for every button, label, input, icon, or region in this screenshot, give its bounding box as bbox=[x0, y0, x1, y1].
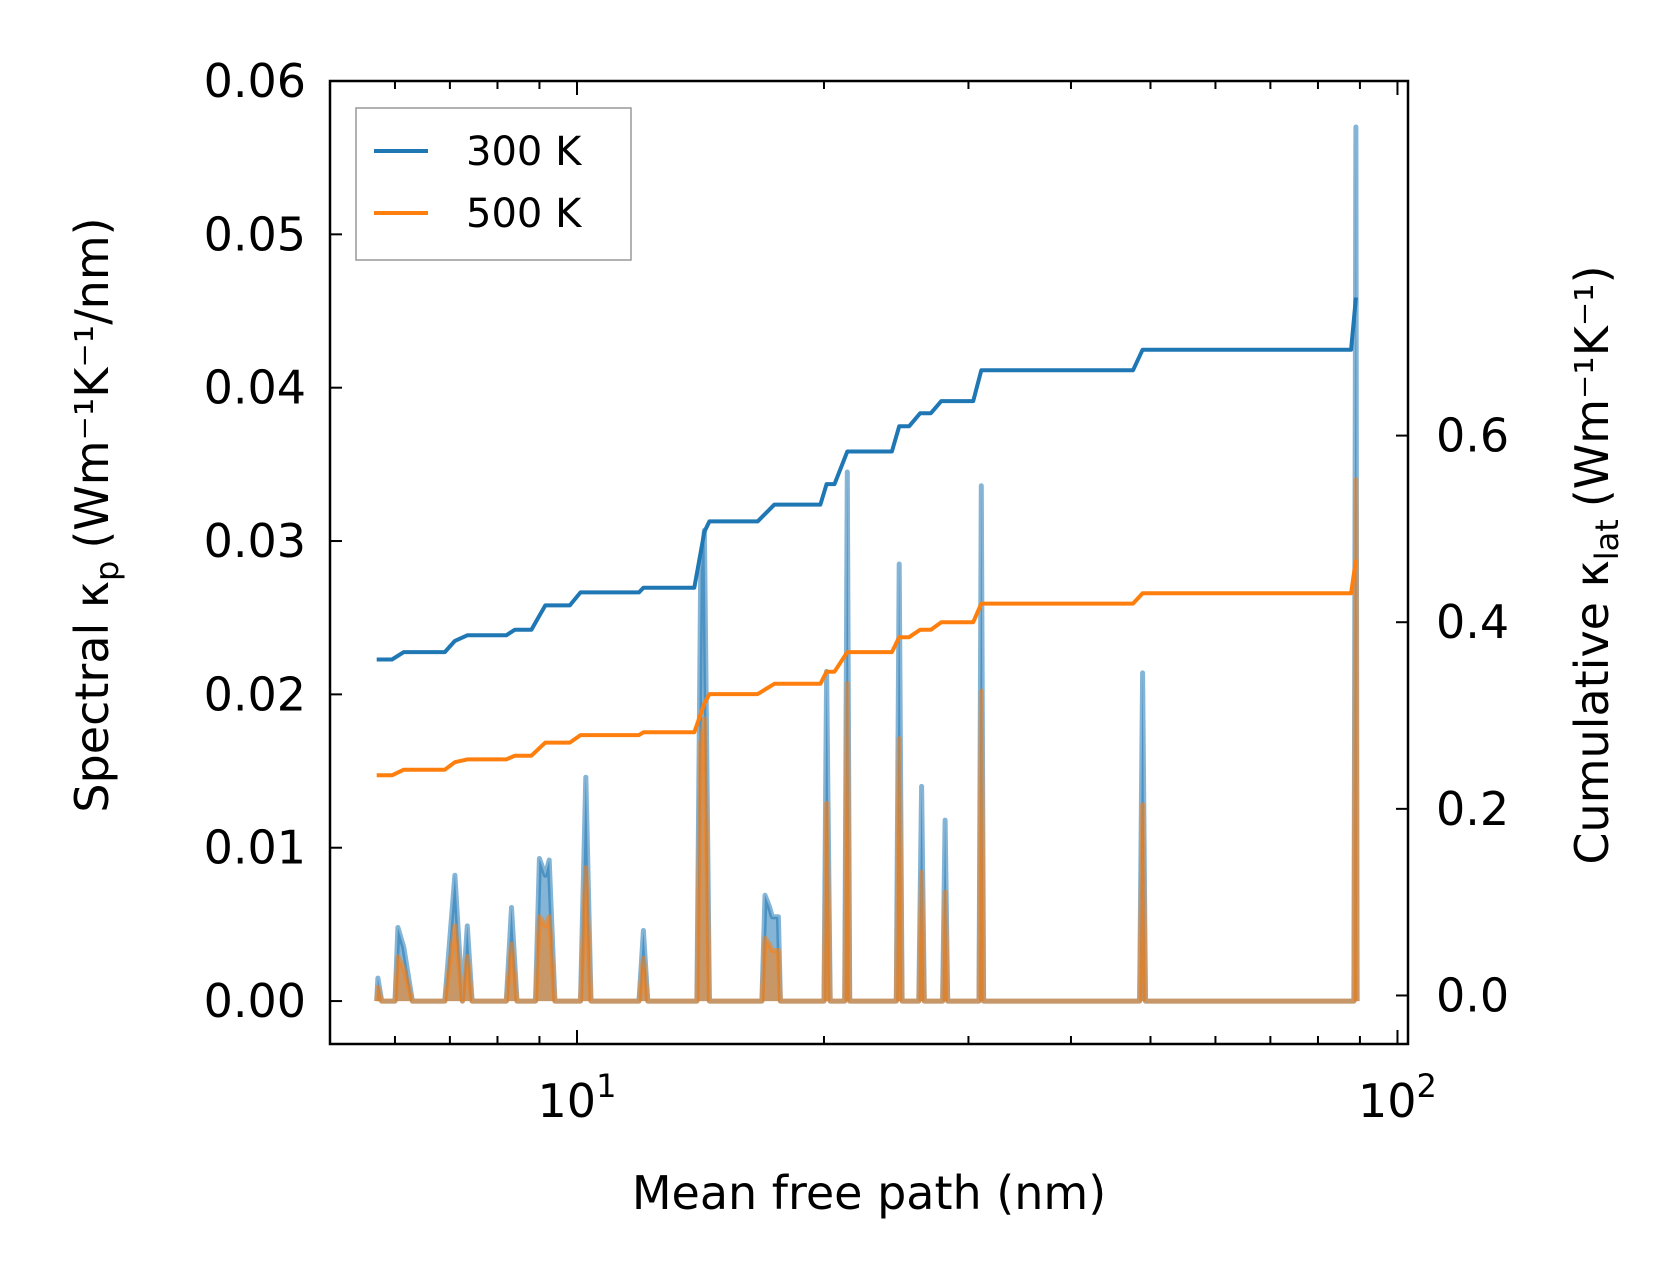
y-right-tick-label: 0.4 bbox=[1436, 595, 1509, 649]
y-left-main: Spectral κ bbox=[65, 581, 119, 813]
spectral-fills bbox=[374, 124, 1360, 1004]
x-tick-exponent: 2 bbox=[1417, 1067, 1437, 1105]
y-axis-label-right: Cumulative κlat (Wm⁻¹K⁻¹) bbox=[1565, 265, 1626, 864]
y-left-tick-label: 0.00 bbox=[204, 974, 306, 1028]
plot-frame bbox=[328, 79, 1410, 1046]
y-right-main: Cumulative κ bbox=[1565, 560, 1619, 864]
y-left-tick-label: 0.01 bbox=[204, 821, 306, 875]
y-right-tick-label: 0.0 bbox=[1436, 968, 1509, 1022]
x-tick-label: 101 bbox=[538, 1067, 617, 1128]
legend-label-300k: 300 K bbox=[466, 129, 583, 175]
x-axis-label: Mean free path (nm) bbox=[632, 1166, 1106, 1220]
legend-label-500k: 500 K bbox=[466, 191, 583, 237]
y-left-sub: p bbox=[88, 561, 126, 581]
y-left-units: (Wm⁻¹K⁻¹/nm) bbox=[65, 217, 119, 548]
y-left-tick-label: 0.06 bbox=[204, 54, 306, 108]
y-left-tick-label: 0.04 bbox=[204, 361, 306, 415]
x-tick-label: 102 bbox=[1358, 1067, 1437, 1128]
y-right-sub: lat bbox=[1588, 519, 1626, 560]
y-axis-label-left: Spectral κp (Wm⁻¹K⁻¹/nm) bbox=[65, 217, 126, 812]
y-right-tick-label: 0.6 bbox=[1436, 409, 1509, 463]
x-tick-base: 10 bbox=[538, 1074, 597, 1128]
cumulative-300k-line bbox=[376, 297, 1358, 662]
legend: 300 K 500 K bbox=[355, 107, 632, 261]
series-lines bbox=[376, 297, 1358, 778]
y-right-units: (Wm⁻¹K⁻¹) bbox=[1565, 265, 1619, 507]
x-tick-base: 10 bbox=[1358, 1074, 1417, 1128]
cumulative-500k-line bbox=[376, 559, 1358, 778]
y-left-tick-label: 0.02 bbox=[204, 667, 306, 721]
y-left-tick-label: 0.03 bbox=[204, 514, 306, 568]
x-tick-exponent: 1 bbox=[596, 1067, 616, 1105]
legend-box bbox=[355, 107, 632, 261]
spectral-500k-outline bbox=[374, 477, 1360, 1004]
y-right-tick-label: 0.2 bbox=[1436, 782, 1509, 836]
y-left-tick-label: 0.05 bbox=[204, 207, 306, 261]
